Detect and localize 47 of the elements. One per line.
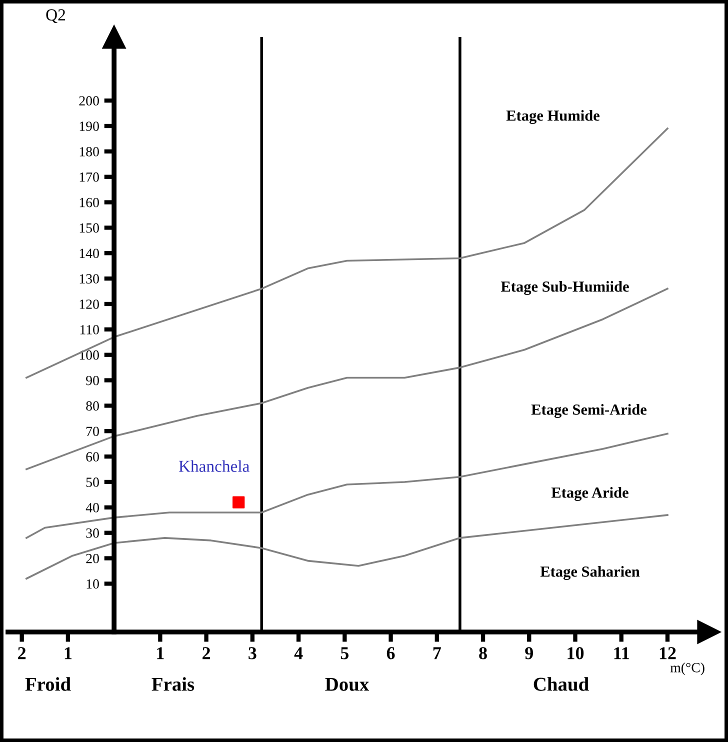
y-tick-label: 120 <box>80 300 99 309</box>
annotation: Etage Aride <box>551 487 628 501</box>
y-tick-label: 160 <box>80 198 99 208</box>
x-axis-title: m(°C) <box>670 662 704 676</box>
x-tick-label: 3 <box>248 647 256 660</box>
y-tick-label: 20 <box>86 554 99 564</box>
y-tick-label: 170 <box>80 172 99 182</box>
annotation: Etage Humide <box>506 110 600 124</box>
y-tick-label: 100 <box>80 350 99 360</box>
x-tick-label: 10 <box>568 647 584 660</box>
y-tick-label: 150 <box>80 223 99 233</box>
y-tick-label: 110 <box>80 324 99 334</box>
y-tick-label: 190 <box>80 122 99 131</box>
y-tick-label: 10 <box>86 579 99 589</box>
y-tick-label: 140 <box>80 248 99 258</box>
annotation: Etage Saharien <box>540 566 640 580</box>
y-tick-label: 130 <box>80 274 99 284</box>
y-tick-label: 50 <box>86 478 99 487</box>
y-tick-label: 30 <box>86 528 99 538</box>
text: Chaud <box>534 677 589 691</box>
x-tick-label: 9 <box>525 647 533 660</box>
y-tick-label: 40 <box>86 502 99 512</box>
x-tick-label: 11 <box>614 647 629 660</box>
text: Froid <box>25 677 71 691</box>
annotation: Etage Sub-Humiide <box>500 281 629 295</box>
text: Frais <box>152 677 194 691</box>
y-axis-title: Q2 <box>46 9 66 24</box>
x-tick-label: 7 <box>433 647 441 660</box>
series-label: Khanchela <box>178 460 250 472</box>
y-tick-label: 200 <box>79 96 99 106</box>
x-tick-label: 12 <box>660 647 676 660</box>
text: Doux <box>325 678 370 691</box>
y-tick-label: 60 <box>86 452 99 462</box>
x-tick-label: 6 <box>386 647 395 660</box>
y-tick-label: 70 <box>86 426 99 436</box>
x-tick-label: 1 <box>157 647 164 660</box>
x-tick-label: 4 <box>294 647 303 660</box>
x-tick-label: 5 <box>340 647 349 660</box>
y-tick-label: 90 <box>86 376 99 386</box>
annotation: Etage Semi-Aride <box>531 404 647 418</box>
x-tick-label: 2 <box>202 647 210 660</box>
y-tick-label: 180 <box>80 147 99 156</box>
line-series <box>26 514 668 580</box>
y-tick-label: 80 <box>86 401 99 411</box>
x-tick-label: 1 <box>64 647 72 660</box>
x-tick-label: 2 <box>18 647 26 660</box>
x-tick-label: 8 <box>479 647 487 660</box>
